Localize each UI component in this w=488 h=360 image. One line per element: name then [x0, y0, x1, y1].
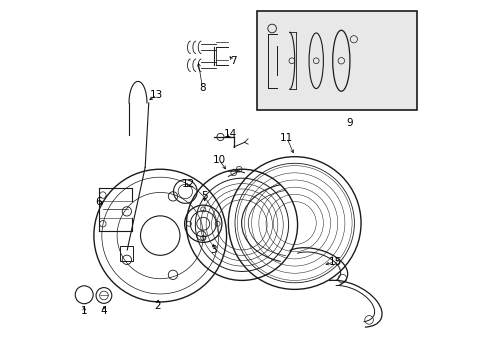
Text: 14: 14	[224, 130, 237, 139]
Text: 3: 3	[209, 245, 216, 255]
Text: 5: 5	[201, 191, 207, 201]
Text: 7: 7	[229, 56, 236, 66]
Text: 11: 11	[280, 133, 293, 143]
Text: 15: 15	[328, 257, 341, 267]
Text: 6: 6	[95, 197, 102, 207]
Bar	[120, 246, 132, 261]
Text: 13: 13	[150, 90, 163, 100]
Text: 4: 4	[101, 306, 107, 316]
Text: 12: 12	[182, 179, 195, 189]
Text: 10: 10	[212, 155, 225, 165]
Text: 2: 2	[154, 301, 161, 311]
Text: 8: 8	[199, 83, 205, 93]
Text: 1: 1	[81, 306, 87, 316]
Bar	[257, 12, 416, 110]
Text: 9: 9	[346, 118, 352, 128]
